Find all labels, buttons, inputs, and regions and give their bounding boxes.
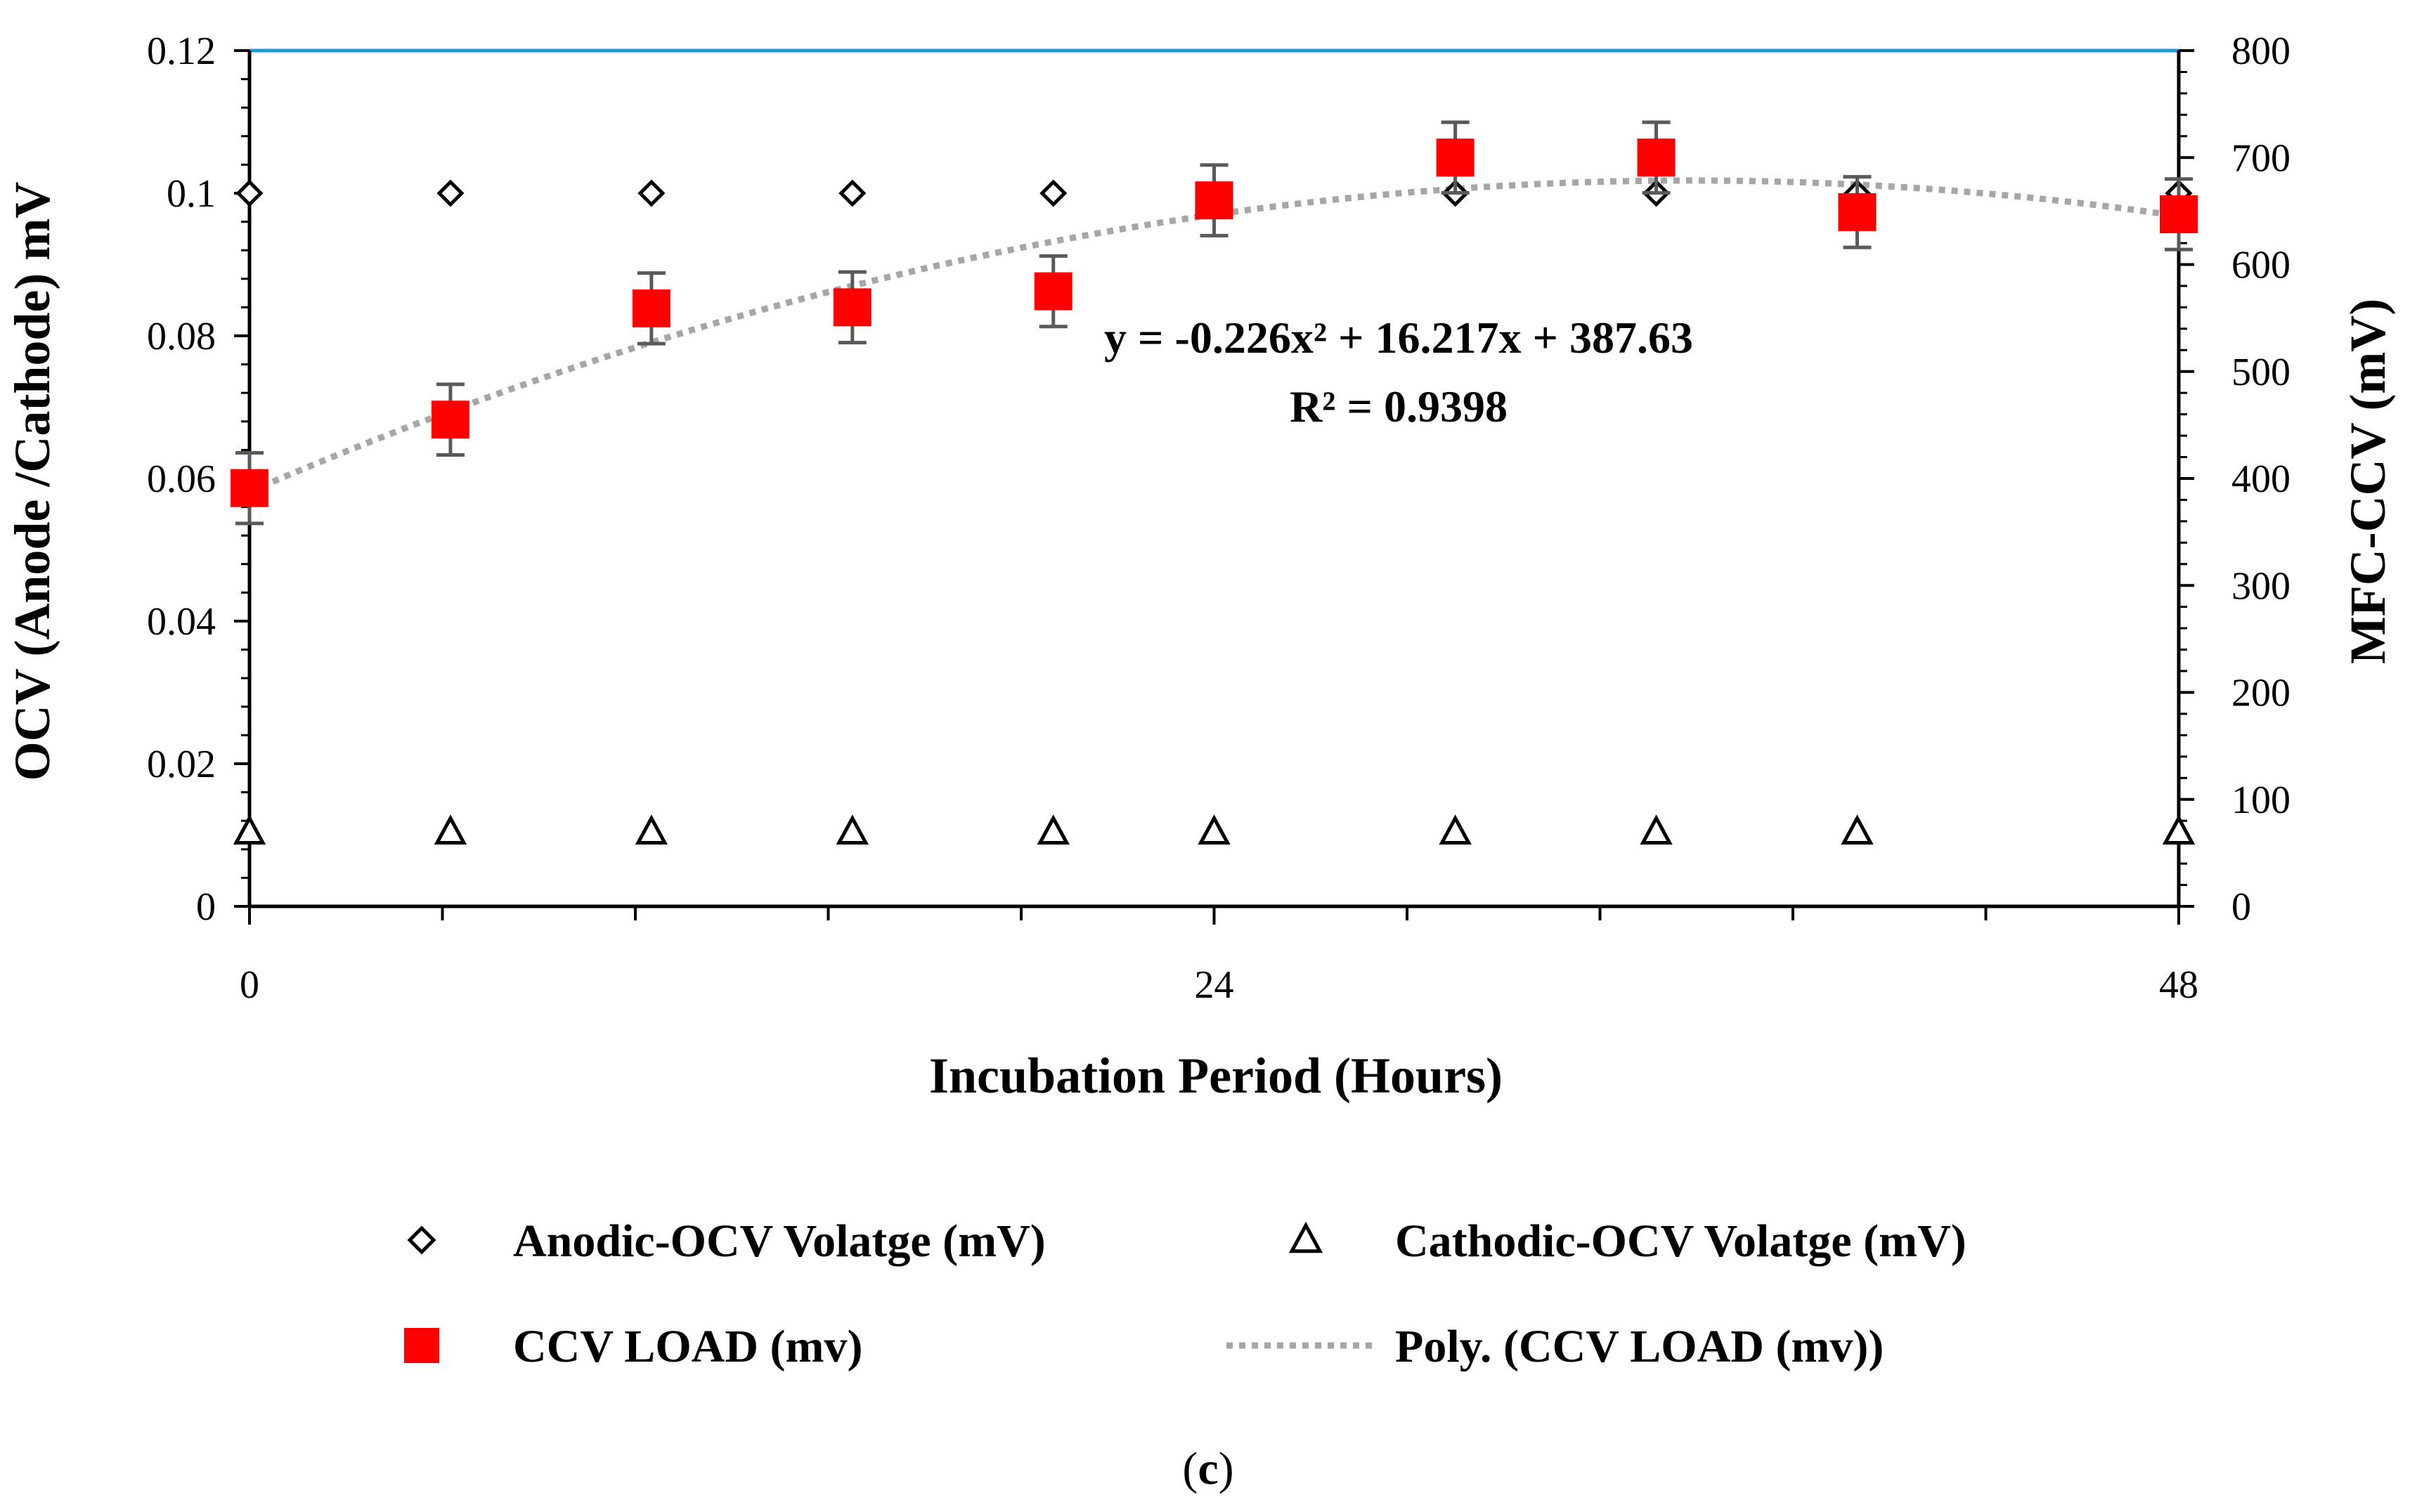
legend-square	[404, 1328, 439, 1363]
x-tick-label: 0	[240, 963, 259, 1007]
ccv-load-point	[1195, 181, 1233, 220]
cathodic-point	[1037, 814, 1070, 845]
left-axis-title: OCV (Anode /Cathode) mV	[4, 182, 60, 781]
cathodic-point	[635, 814, 668, 845]
right-tick-label: 500	[2231, 351, 2290, 394]
ccv-load-point	[1034, 272, 1073, 311]
right-tick-label: 400	[2231, 457, 2290, 501]
series	[231, 120, 2198, 845]
legend-label-cathodic: Cathodic-OCV Volatge (mV)	[1395, 1216, 1966, 1267]
caption-label: c	[1198, 1443, 1218, 1494]
left-tick-label: 0	[196, 885, 216, 929]
left-tick-label: 0.08	[147, 315, 216, 358]
legend-marker-anodic	[407, 1225, 436, 1255]
x-tick-label: 48	[2159, 963, 2198, 1007]
anodic-point	[1039, 179, 1068, 207]
anodic-point	[637, 179, 666, 207]
ccv-load-point	[632, 289, 670, 327]
ccv-load-point	[231, 469, 268, 507]
figure-caption: (c)	[1182, 1443, 1233, 1494]
left-tick-label: 0.02	[147, 743, 216, 786]
legend: Anodic-OCV Volatge (mV) Cathodic-OCV Vol…	[404, 1216, 1966, 1372]
legend-triangle	[1288, 1221, 1323, 1253]
x-axis-title: Incubation Period (Hours)	[929, 1048, 1503, 1104]
right-axis: 0 100 200 300 400 500 600 700 800	[2177, 30, 2290, 929]
anodic-point	[436, 179, 465, 207]
caption-close-paren: )	[1219, 1443, 1234, 1494]
trendline	[248, 177, 2179, 495]
x-tick-label: 24	[1195, 963, 1234, 1007]
right-tick-label: 200	[2231, 672, 2290, 715]
left-tick-label: 0.06	[147, 457, 216, 501]
right-tick-label: 800	[2231, 30, 2290, 73]
right-axis-title: MFC-CCV (mV)	[2340, 299, 2396, 665]
left-tick-label: 0.04	[147, 600, 216, 644]
cathodic-point	[1439, 814, 1472, 845]
cathodic-point	[1841, 814, 1874, 845]
left-tick-label: 0.12	[147, 30, 216, 73]
right-tick-label: 100	[2231, 778, 2290, 822]
right-tick-label: 300	[2231, 564, 2290, 608]
cathodic-point	[1198, 814, 1231, 845]
right-tick-label: 600	[2231, 244, 2290, 287]
cathodic-point	[233, 814, 266, 845]
anodic-point	[838, 179, 867, 207]
legend-marker-cathodic	[1288, 1221, 1323, 1253]
trendline-equation: y = -0.226x² + 16.217x + 387.63	[1104, 313, 1693, 363]
trendline-path	[248, 177, 2179, 495]
caption-open-paren: (	[1182, 1443, 1198, 1494]
cathodic-point	[1640, 814, 1673, 845]
legend-label-anodic: Anodic-OCV Volatge (mV)	[513, 1216, 1046, 1267]
left-tick-label: 0.1	[167, 172, 216, 216]
legend-marker-ccv-load	[404, 1328, 439, 1363]
ccv-load-point	[2160, 195, 2198, 233]
ccv-load-point	[431, 400, 469, 439]
legend-label-ccv-load: CCV LOAD (mv)	[513, 1321, 862, 1372]
anodic-point	[235, 179, 264, 207]
right-tick-label: 0	[2231, 885, 2251, 929]
cathodic-point	[2162, 814, 2196, 845]
ccv-load-point	[833, 288, 871, 327]
legend-diamond	[407, 1225, 436, 1255]
bottom-axis: 0 24 48	[240, 904, 2198, 1007]
trendline-r-squared: R² = 0.9398	[1290, 382, 1508, 431]
right-tick-label: 700	[2231, 136, 2290, 180]
legend-label-poly-trendline: Poly. (CCV LOAD (mv))	[1395, 1321, 1884, 1372]
ccv-load-point	[1436, 138, 1475, 177]
ccv-load-point	[1838, 193, 1877, 231]
cathodic-point	[836, 814, 869, 845]
cathodic-point	[434, 814, 467, 845]
ccv-load-point	[1637, 138, 1676, 177]
